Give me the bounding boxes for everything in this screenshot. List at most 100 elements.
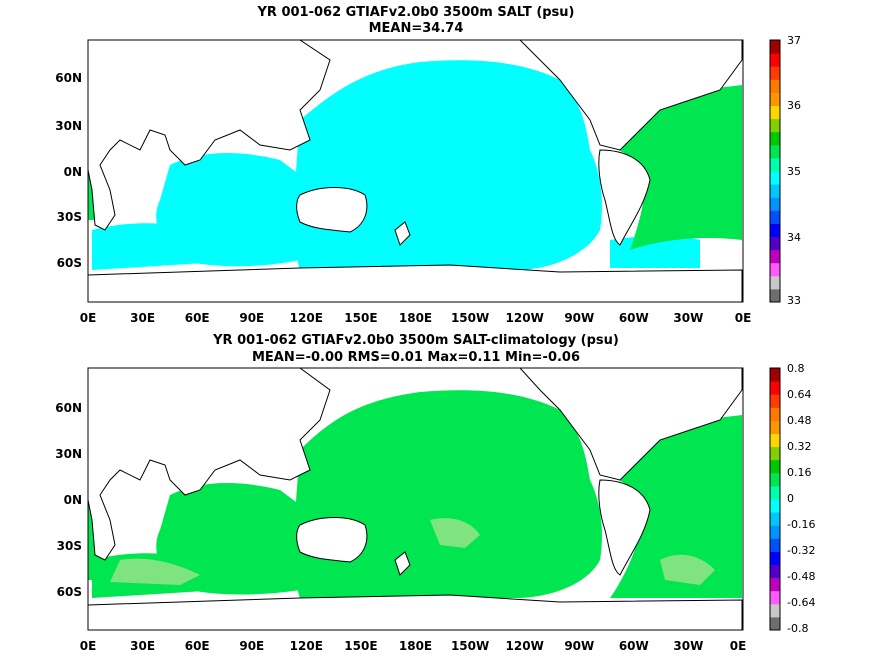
colorbar-swatch [770,538,780,552]
lon-tick-label: 90W [564,639,594,653]
lat-tick-label: 30N [55,119,82,133]
lon-tick-label: 30W [673,639,703,653]
colorbar-frame [769,367,781,631]
colorbar-swatch [770,368,780,382]
lon-tick-label: 120E [290,311,323,325]
lon-axis: 0E 30E 60E 90E 120E 150E 180E 150W 120W … [80,639,747,653]
colorbar-swatch [770,92,780,106]
colorbar-label: -0.16 [787,518,815,531]
australia [296,517,368,563]
continents [87,39,743,303]
lon-tick-label: 30E [130,311,155,325]
lat-axis: 60N 30N 0N 30S 60S [55,401,82,599]
panel-title: YR 001-062 GTIAFv2.0b0 3500m SALT-climat… [212,333,619,348]
map-frame [87,367,744,631]
colorbar-swatch [770,394,780,408]
lon-tick-label: 0E [735,311,752,325]
colorbar-label: 33 [787,294,801,307]
colorbar-label: 0.32 [787,440,812,453]
colorbar-swatch [770,590,780,605]
panel-subtitle: MEAN=34.74 [369,21,464,36]
colorbar-swatch [770,53,780,67]
colorbar-swatch [770,459,780,474]
colorbar-swatch [770,407,780,421]
colorbar: 37 36 35 34 33 [769,34,801,307]
lat-tick-label: 0N [64,165,82,179]
north-america [518,367,743,481]
colorbar-swatches [770,40,780,303]
lon-tick-label: 180E [399,639,432,653]
lon-tick-label: 180E [399,311,432,325]
lon-tick-label: 60E [185,639,210,653]
lon-tick-label: 150E [344,311,377,325]
colorbar-swatch [770,433,780,448]
new-zealand [394,221,411,246]
colorbar-swatch [770,446,780,461]
lon-tick-label: 120W [506,311,544,325]
lon-tick-label: 120E [290,639,323,653]
lon-tick-label: 30E [130,639,155,653]
lon-tick-label: 90W [564,311,594,325]
lat-tick-label: 60S [57,585,82,599]
lat-tick-label: 30S [57,210,82,224]
panel-salinity: YR 001-062 GTIAFv2.0b0 3500m SALT (psu) … [55,5,801,325]
colorbar-swatch [770,131,780,146]
map-area [87,39,744,303]
colorbar-swatch [770,262,780,277]
colorbar-swatch [770,616,780,631]
lon-tick-label: 60W [619,311,649,325]
continents [87,367,743,631]
colorbar-label: 34 [787,231,801,244]
colorbar-swatch [770,118,780,133]
colorbar-swatch [770,525,780,539]
lon-tick-label: 60E [185,311,210,325]
lon-axis: 0E 30E 60E 90E 120E 150E 180E 150W 120W … [80,311,752,325]
lon-tick-label: 0E [80,639,97,653]
colorbar-swatch [770,236,780,251]
colorbar-swatch [770,105,780,120]
colorbar-label: 0.8 [787,362,805,375]
colorbar-swatch [770,472,780,487]
colorbar-swatches [770,368,780,631]
colorbar-swatch [770,288,780,303]
colorbar-label: 35 [787,165,801,178]
lon-tick-label: 60W [619,639,649,653]
colorbar-label: -0.64 [787,596,815,609]
lat-tick-label: 60N [55,71,82,85]
eurasia-africa [87,39,331,231]
colorbar-swatch [770,157,780,172]
lon-tick-label: 0E [80,311,97,325]
colorbar-label: 0 [787,492,794,505]
lon-tick-label: 30W [673,311,703,325]
colorbar-label: 0.16 [787,466,812,479]
colorbar-label: -0.48 [787,570,815,583]
colorbar-swatch [770,210,780,224]
colorbar-swatch [770,512,780,526]
lat-axis: 60N 30N 0N 30S 60S [55,71,82,270]
lon-tick-label: 0E [730,639,747,653]
australia [296,187,368,233]
lat-tick-label: 30S [57,539,82,553]
panel-subtitle: MEAN=-0.00 RMS=0.01 Max=0.11 Min=-0.06 [252,350,580,365]
south-america [598,479,651,576]
colorbar-label: 0.48 [787,414,812,427]
colorbar-swatch [770,381,780,395]
colorbar-label: 0.64 [787,388,812,401]
ocean-field-lightgreen [110,518,715,585]
colorbar-label: 37 [787,34,801,47]
colorbar-swatch [770,144,780,159]
map-area [87,367,744,631]
new-zealand [394,551,411,576]
panel-title: YR 001-062 GTIAFv2.0b0 3500m SALT (psu) [257,5,575,20]
colorbar-swatch [770,66,780,80]
lon-tick-label: 150W [451,311,489,325]
colorbar-swatch [770,577,780,592]
colorbar-label: -0.8 [787,622,808,635]
south-america [598,149,651,246]
lon-tick-label: 90E [239,311,264,325]
lon-tick-label: 150E [344,639,377,653]
colorbar-swatch [770,184,780,198]
colorbar-swatch [770,420,780,434]
colorbar-label: 36 [787,99,801,112]
